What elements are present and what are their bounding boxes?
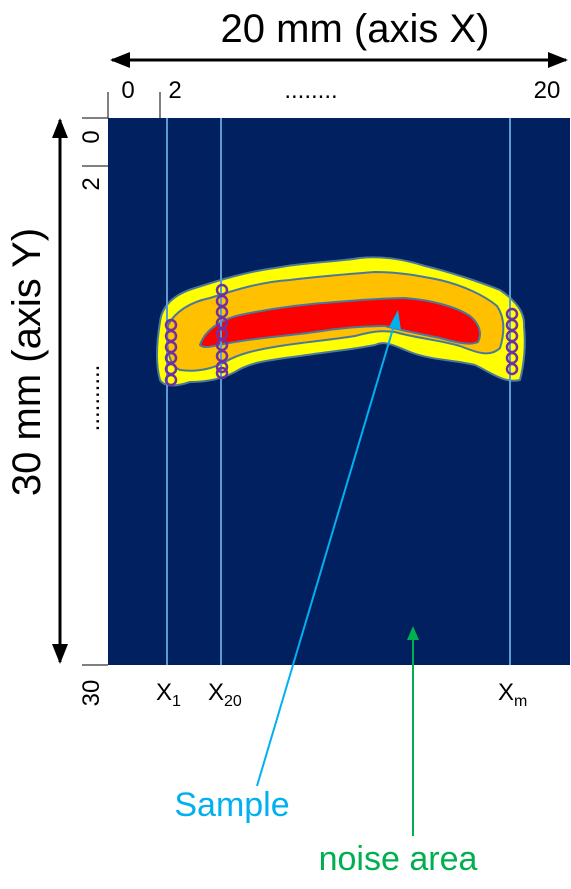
scan-line-label-xm: Xm [498, 679, 527, 710]
noise-area-callout: noise area [319, 626, 478, 878]
sample-points [164, 283, 519, 387]
axis-x-ellipsis: ........ [284, 77, 337, 104]
axis-y-title: 30 mm (axis Y) [5, 228, 49, 496]
axis-x-arrowhead-left [110, 52, 130, 68]
axis-x-tick-20: 20 [534, 77, 561, 104]
axis-x-dimension: 20 mm (axis X) [110, 7, 568, 68]
axis-x-tick-0: 0 [121, 77, 134, 104]
scan-line-label-x1: X1 [156, 679, 181, 710]
noise-area-label: noise area [319, 840, 478, 878]
scan-lines [166, 118, 511, 665]
sample-point [215, 366, 229, 380]
axis-x-arrowhead-right [548, 52, 568, 68]
axis-y-tick-30: 30 [78, 680, 105, 707]
axis-y-tick-2: 2 [78, 177, 105, 190]
scan-line-labels: X1 X20 Xm [156, 679, 527, 710]
axis-y-ellipsis: .......... [78, 365, 105, 432]
sample-region [156, 256, 526, 387]
sample-arrow-line [256, 321, 396, 787]
sample-point [215, 360, 229, 374]
axis-y-arrowhead-top [52, 118, 68, 138]
axis-y-dimension: 30 mm (axis Y) [5, 118, 68, 664]
sample-callout: Sample [174, 310, 401, 824]
axis-x-tick-2: 2 [168, 77, 181, 104]
axis-y-arrowhead-bottom [52, 644, 68, 664]
sample-arrowhead [389, 310, 401, 330]
sample-label: Sample [174, 786, 289, 824]
sample-point [164, 373, 178, 387]
axis-y-tick-0: 0 [78, 130, 105, 143]
scan-line-label-x20: X20 [208, 679, 242, 710]
axis-x-ticks: 0 2 ........ 20 [107, 77, 561, 118]
axis-x-title: 20 mm (axis X) [221, 7, 490, 51]
measurement-area [108, 118, 570, 665]
sample-point [505, 362, 519, 376]
axis-y-ticks: 0 2 .......... 30 [78, 117, 108, 707]
noise-arrowhead [407, 626, 419, 640]
sample-core-zone [198, 296, 481, 348]
